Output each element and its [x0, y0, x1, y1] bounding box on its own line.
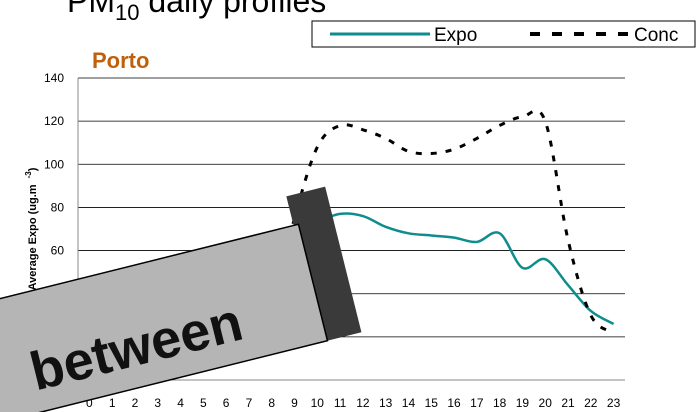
x-tick-label: 0: [86, 396, 93, 410]
x-tick-label: 11: [334, 396, 347, 410]
overlay-panel: [0, 223, 329, 412]
x-tick-label: 4: [177, 396, 184, 410]
x-tick-label: 20: [539, 396, 553, 410]
y-label-main: Average Expo (ug.m: [27, 184, 39, 290]
y-label-sup: -3: [24, 171, 33, 179]
x-tick-label: 21: [561, 396, 575, 410]
x-tick-label: 18: [493, 396, 507, 410]
x-tick-label: 10: [311, 396, 325, 410]
y-tick-label: 100: [44, 157, 64, 171]
x-tick-label: 17: [470, 396, 484, 410]
y-tick-label: 60: [51, 244, 65, 258]
y-tick-label: 120: [44, 114, 64, 128]
title-main: PM: [67, 0, 115, 19]
title-sub: 10: [115, 0, 139, 25]
x-tick-label: 9: [291, 396, 298, 410]
x-tick-label: 6: [223, 396, 230, 410]
y-axis-label: Average Expo (ug.m -3): [24, 167, 39, 290]
x-tick-label: 14: [402, 396, 416, 410]
overlay: between: [0, 186, 362, 412]
x-tick-label: 13: [379, 396, 393, 410]
x-tick-label: 23: [607, 396, 621, 410]
subtitle: Porto: [92, 48, 149, 73]
x-tick-label: 1: [109, 396, 116, 410]
x-tick-label: 8: [268, 396, 275, 410]
y-tick-label: 140: [44, 71, 64, 85]
x-tick-label: 7: [246, 396, 253, 410]
title-rest: daily profiles: [139, 0, 326, 19]
chart-title: PM10 daily profiles: [67, 0, 326, 25]
x-tick-label: 15: [425, 396, 439, 410]
legend: Expo Conc: [330, 25, 678, 46]
legend-label: Conc: [634, 25, 678, 46]
legend-label: Expo: [434, 25, 477, 46]
x-tick-label: 22: [584, 396, 598, 410]
x-tick-label: 19: [516, 396, 530, 410]
x-tick-label: 12: [356, 396, 370, 410]
y-label-close: ): [27, 167, 39, 171]
overlay-dark: [286, 186, 362, 342]
x-tick-label: 3: [154, 396, 161, 410]
y-tick-label: 80: [51, 200, 65, 214]
x-tick-label: 5: [200, 396, 207, 410]
x-tick-label: 2: [132, 396, 139, 410]
x-tick-label: 16: [447, 396, 461, 410]
